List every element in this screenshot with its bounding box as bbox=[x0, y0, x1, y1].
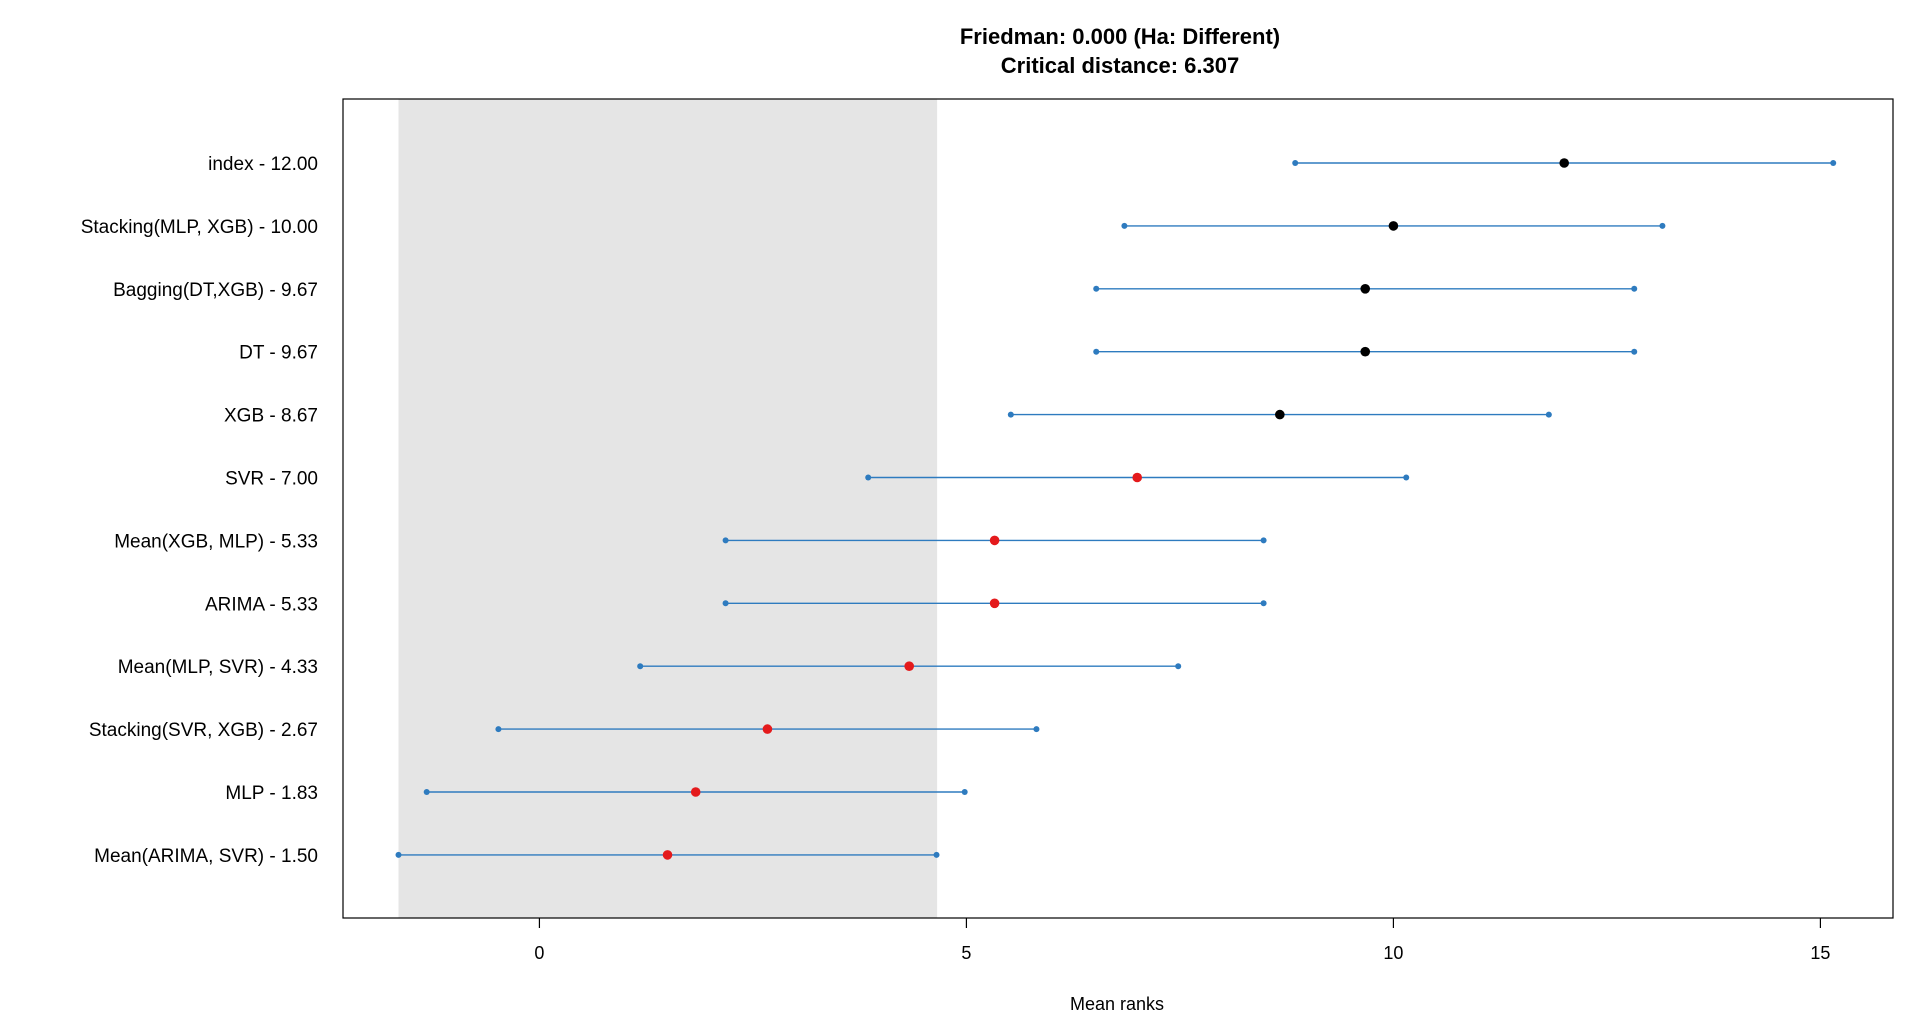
rank-row: ARIMA - 5.33 bbox=[205, 594, 1267, 615]
interval-lower-point bbox=[1121, 222, 1128, 229]
mean-rank-point bbox=[1275, 409, 1285, 420]
plot-frame bbox=[342, 98, 1894, 919]
row-label: Mean(ARIMA, SVR) - 1.50 bbox=[94, 846, 318, 867]
mean-rank-point bbox=[662, 850, 673, 860]
rank-row: Mean(MLP, SVR) - 4.33 bbox=[118, 657, 1182, 678]
row-label: Stacking(MLP, XGB) - 10.00 bbox=[81, 217, 318, 238]
x-axis-label: Mean ranks bbox=[1070, 994, 1164, 1014]
interval-lower-point bbox=[722, 537, 729, 544]
interval-lower-point bbox=[423, 789, 430, 795]
rank-row: SVR - 7.00 bbox=[225, 469, 1410, 490]
interval-upper-point bbox=[1260, 600, 1267, 607]
mean-rank-point bbox=[1559, 158, 1570, 168]
interval-upper-point bbox=[1631, 285, 1638, 292]
row-label: SVR - 7.00 bbox=[225, 469, 318, 490]
row-label: ARIMA - 5.33 bbox=[205, 594, 318, 615]
interval-upper-point bbox=[1175, 663, 1182, 670]
rank-row: MLP - 1.83 bbox=[225, 783, 968, 804]
rank-row: Mean(ARIMA, SVR) - 1.50 bbox=[94, 846, 940, 867]
interval-lower-point bbox=[395, 851, 402, 858]
mean-rank-point bbox=[690, 787, 701, 797]
rank-row: XGB - 8.67 bbox=[224, 406, 1552, 427]
interval-upper-point bbox=[961, 789, 968, 795]
x-axis: 0 5 10 15 bbox=[534, 918, 1830, 963]
row-label: MLP - 1.83 bbox=[225, 783, 318, 804]
rank-row: DT - 9.67 bbox=[239, 343, 1638, 364]
interval-lower-point bbox=[1292, 160, 1299, 166]
interval-upper-point bbox=[1631, 348, 1638, 355]
row-label: XGB - 8.67 bbox=[224, 406, 318, 427]
x-tick-label: 15 bbox=[1810, 943, 1830, 963]
interval-lower-point bbox=[722, 600, 729, 607]
interval-lower-point bbox=[1093, 285, 1100, 292]
interval-upper-point bbox=[933, 851, 940, 858]
interval-upper-point bbox=[1545, 411, 1552, 418]
interval-upper-point bbox=[1033, 726, 1040, 733]
row-label: Mean(MLP, SVR) - 4.33 bbox=[118, 657, 318, 678]
rank-row: Stacking(SVR, XGB) - 2.67 bbox=[89, 720, 1040, 741]
interval-lower-point bbox=[1007, 411, 1014, 418]
chart-subtitle: Critical distance: 6.307 bbox=[1001, 53, 1239, 78]
interval-upper-point bbox=[1830, 160, 1837, 166]
rank-row: index - 12.00 bbox=[208, 154, 1837, 175]
x-tick-label: 5 bbox=[961, 943, 971, 963]
x-tick-label: 10 bbox=[1383, 943, 1403, 963]
interval-upper-point bbox=[1659, 222, 1666, 229]
row-label: Mean(XGB, MLP) - 5.33 bbox=[114, 531, 318, 552]
interval-lower-point bbox=[637, 663, 644, 670]
row-label: Bagging(DT,XGB) - 9.67 bbox=[113, 280, 318, 301]
rank-row: Bagging(DT,XGB) - 9.67 bbox=[113, 280, 1638, 301]
x-tick-label: 0 bbox=[534, 943, 544, 963]
mean-rank-point bbox=[989, 598, 1000, 609]
row-label: DT - 9.67 bbox=[239, 343, 318, 364]
interval-lower-point bbox=[1093, 348, 1100, 355]
rank-rows: index - 12.00 Stacking(MLP, XGB) - 10.00 B… bbox=[81, 154, 1837, 867]
interval-upper-point bbox=[1260, 537, 1267, 544]
mean-rank-point bbox=[989, 535, 1000, 546]
interval-lower-point bbox=[495, 726, 502, 733]
interval-upper-point bbox=[1403, 474, 1410, 481]
row-label: index - 12.00 bbox=[208, 154, 318, 175]
mean-rank-point bbox=[1360, 346, 1371, 357]
mean-rank-point bbox=[1388, 221, 1399, 231]
mean-rank-point bbox=[904, 661, 914, 671]
mean-rank-point bbox=[1360, 284, 1371, 294]
critical-distance-region bbox=[398, 99, 938, 918]
row-label: Stacking(SVR, XGB) - 2.67 bbox=[89, 720, 318, 741]
chart-title: Friedman: 0.000 (Ha: Different) bbox=[960, 24, 1280, 49]
mean-rank-point bbox=[1132, 472, 1143, 483]
mean-rank-point bbox=[762, 724, 773, 734]
rank-row: Mean(XGB, MLP) - 5.33 bbox=[114, 531, 1267, 552]
interval-lower-point bbox=[865, 474, 872, 481]
rank-row: Stacking(MLP, XGB) - 10.00 bbox=[81, 217, 1666, 238]
